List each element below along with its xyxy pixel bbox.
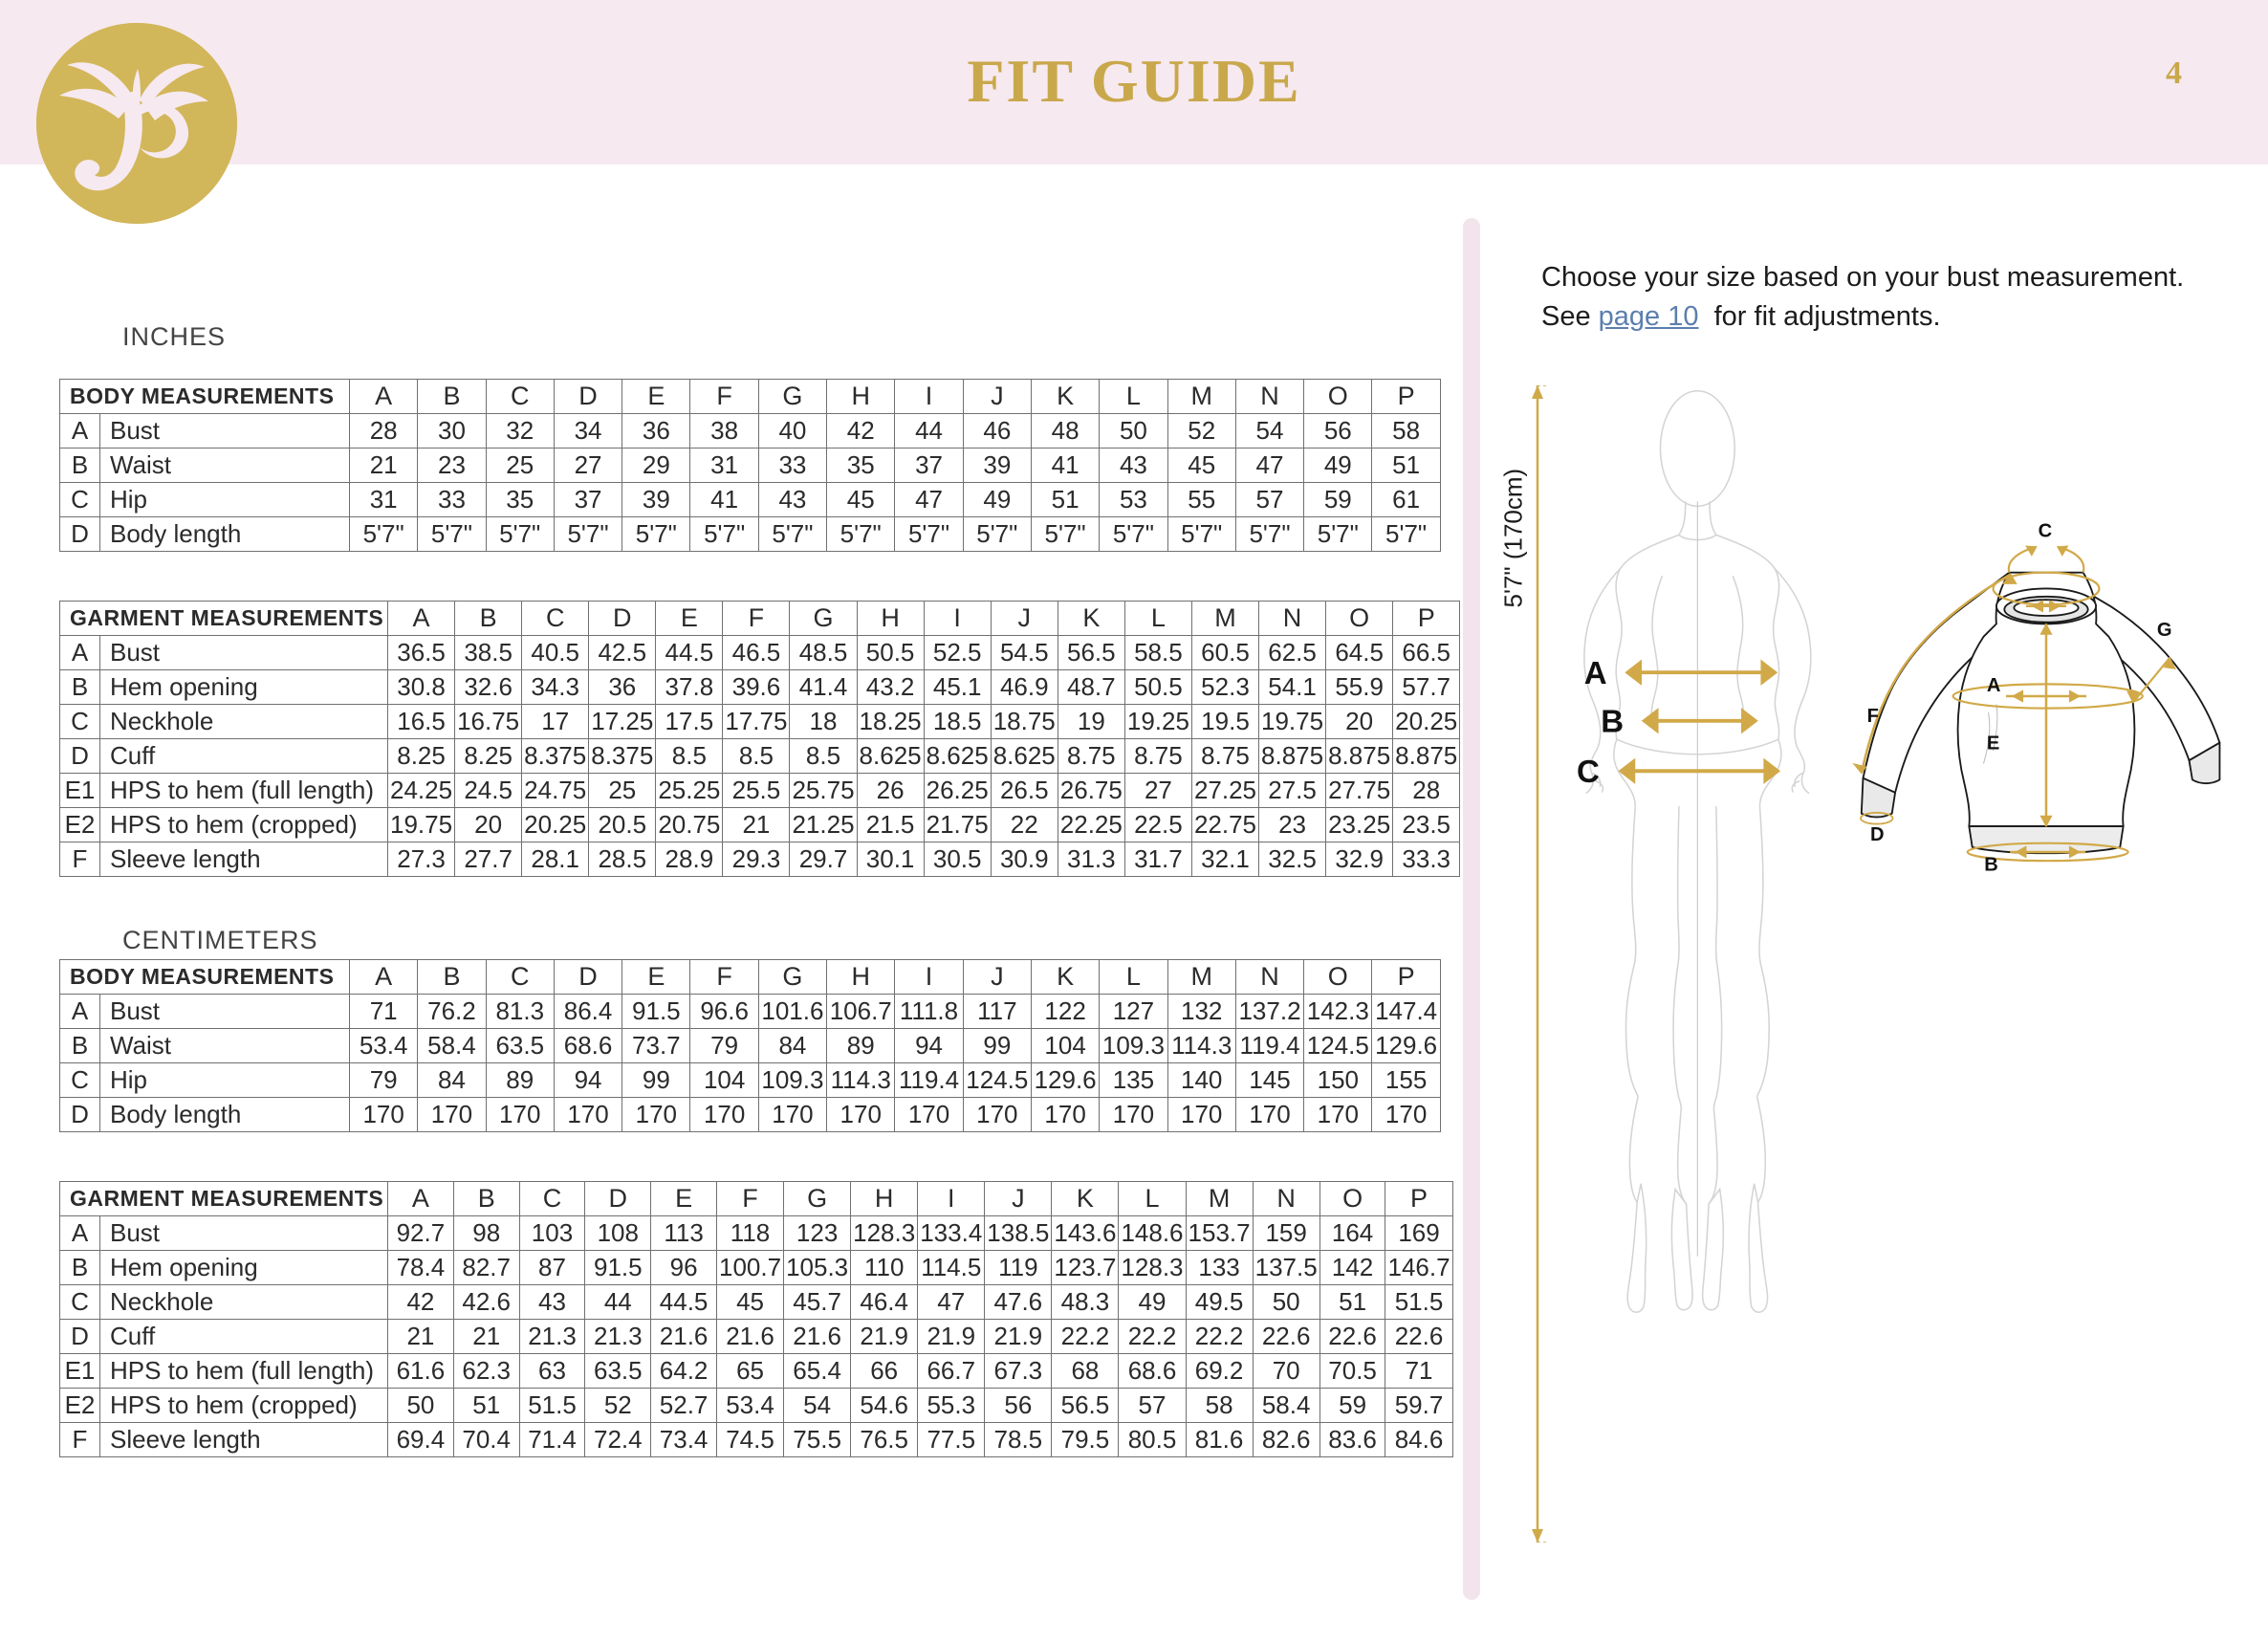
svg-text:C: C [1577, 755, 1600, 790]
svg-text:D: D [1870, 824, 1885, 845]
svg-text:E: E [1987, 733, 1999, 754]
svg-text:F: F [1867, 706, 1879, 727]
svg-text:B: B [1984, 854, 1998, 875]
svg-text:C: C [2039, 521, 2053, 542]
svg-text:A: A [1987, 675, 2001, 696]
svg-text:B: B [1601, 704, 1624, 739]
svg-text:A: A [1584, 656, 1607, 691]
svg-text:G: G [2157, 620, 2172, 641]
